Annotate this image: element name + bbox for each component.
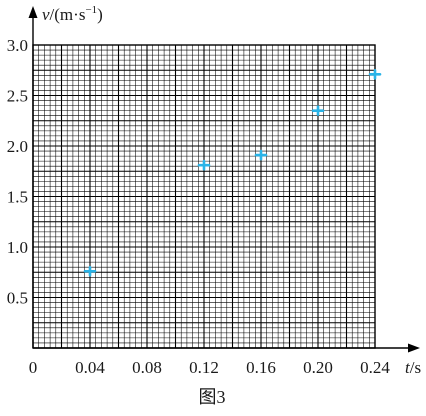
data-points	[83, 68, 382, 277]
x-axis-title: t/s	[405, 358, 421, 377]
x-tick-label: 0.12	[189, 358, 219, 377]
y-tick-label: 1.5	[7, 188, 28, 207]
x-tick-label: 0.24	[360, 358, 390, 377]
x-tick-label: 0.04	[75, 358, 105, 377]
data-point	[254, 149, 268, 161]
y-tick-label: 2.5	[7, 87, 28, 106]
y-axis-arrow-icon	[28, 6, 38, 18]
x-tick-label: 0.08	[132, 358, 162, 377]
axes	[28, 6, 420, 353]
y-tick-label: 1.0	[7, 238, 28, 257]
y-tick-label: 3.0	[7, 36, 28, 55]
data-point	[368, 68, 382, 80]
x-tick-label: 0	[29, 358, 38, 377]
data-point	[311, 105, 325, 116]
y-tick-label: 2.0	[7, 137, 28, 156]
grid	[32, 44, 376, 349]
x-axis-arrow-icon	[408, 343, 420, 353]
y-tick-label: 0.5	[7, 289, 28, 308]
x-tick-label: 0.16	[246, 358, 276, 377]
data-point	[83, 265, 97, 277]
y-axis-title: v/(m·s−1)	[42, 4, 103, 24]
figure-caption: 图3	[199, 387, 226, 407]
data-point	[197, 159, 211, 171]
x-tick-label: 0.20	[303, 358, 333, 377]
tick-labels: 0 0.04 0.08 0.12 0.16 0.20 0.24 0.5 1.0 1.5 2.0 2.5…	[7, 36, 391, 377]
